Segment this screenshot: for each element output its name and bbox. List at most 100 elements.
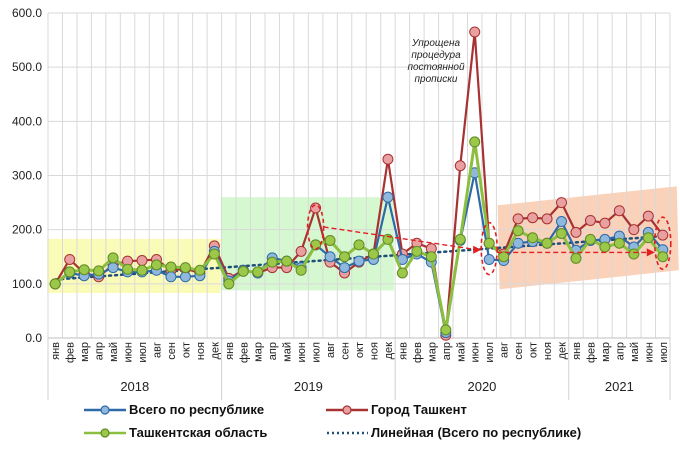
data-point: [657, 229, 669, 241]
month-tick-label: июн: [123, 342, 135, 362]
y-tick-label: 0.0: [25, 331, 42, 345]
month-tick-label: авг: [499, 342, 511, 358]
data-point: [642, 210, 654, 222]
arrow-line: [323, 226, 478, 251]
month-tick-label: фев: [65, 342, 77, 363]
data-point: [483, 237, 495, 249]
annotation-note-line: процедура: [411, 50, 461, 61]
y-axis-ticks: 0.0 100.0 200.0 300.0 400.0 500.0 600.0: [12, 6, 42, 345]
month-tick-label: дек: [209, 342, 221, 360]
legend-item-trendline[interactable]: Линейная (Всего по республике): [326, 425, 581, 440]
legend-item-total[interactable]: Всего по республике: [84, 402, 264, 417]
month-tick-label: фев: [412, 342, 424, 363]
legend-label: Ташкентская область: [129, 425, 268, 440]
legend-item-tashkent-region[interactable]: Ташкентская область: [84, 425, 267, 440]
data-point: [512, 213, 524, 225]
data-point: [599, 241, 611, 253]
month-tick-label: фев: [585, 342, 597, 363]
data-point: [454, 160, 466, 172]
x-axis-ticks: янв фев мар апр май июн июл авг сен окт ноя дек янв ф…: [47, 338, 671, 400]
y-tick-label: 500.0: [12, 60, 42, 74]
year-label: 2020: [467, 379, 496, 394]
data-point: [599, 217, 611, 229]
gridlines: [47, 12, 671, 339]
data-point: [324, 235, 336, 246]
month-tick-label: янв: [224, 342, 236, 360]
data-point: [483, 253, 495, 265]
month-tick-label: июн: [470, 342, 482, 362]
data-point: [353, 255, 365, 267]
data-point: [49, 278, 61, 290]
data-point: [122, 263, 134, 275]
data-point: [165, 271, 177, 283]
month-tick-label: мар: [79, 342, 91, 362]
data-point: [527, 212, 539, 224]
y-tick-label: 400.0: [12, 114, 42, 128]
month-tick-label: июл: [311, 342, 323, 363]
data-point: [64, 266, 76, 278]
month-tick-label: фев: [238, 342, 250, 363]
data-point: [628, 224, 640, 236]
data-point: [541, 237, 553, 249]
data-point: [150, 259, 162, 271]
data-point: [454, 233, 466, 245]
legend: Всего по республике Город Ташкент Ташкен…: [0, 398, 680, 448]
month-tick-label: мар: [600, 342, 612, 362]
month-tick-label: июл: [658, 342, 670, 363]
data-point: [584, 233, 596, 245]
month-tick-label: июн: [296, 342, 308, 362]
data-point: [266, 256, 278, 268]
series-1: [49, 26, 669, 341]
data-point: [223, 278, 235, 290]
data-point: [107, 252, 119, 264]
month-tick-label: июл: [137, 342, 149, 363]
y-tick-label: 300.0: [12, 169, 42, 183]
month-tick-label: июл: [484, 342, 496, 363]
month-tick-label: янв: [397, 342, 409, 360]
data-point: [107, 262, 119, 274]
data-point: [64, 253, 76, 265]
data-point: [556, 216, 568, 228]
month-tick-label: янв: [571, 342, 583, 360]
data-point: [208, 248, 220, 260]
data-point: [179, 262, 191, 274]
legend-line-marker-icon: [84, 404, 126, 415]
data-point: [179, 271, 191, 283]
month-tick-label: янв: [50, 342, 62, 360]
data-point: [657, 251, 669, 263]
month-tick-label: ноя: [368, 342, 380, 360]
data-point: [237, 265, 249, 277]
month-tick-label: авг: [325, 342, 337, 358]
month-tick-label: мар: [253, 342, 265, 362]
data-point: [165, 261, 177, 273]
y-tick-label: 600.0: [12, 6, 42, 20]
legend-label: Город Ташкент: [371, 402, 467, 417]
month-tick-label: мар: [426, 342, 438, 362]
month-tick-label: апр: [614, 342, 626, 360]
data-point: [295, 264, 307, 276]
data-point: [556, 197, 568, 209]
highlight-2019: [220, 197, 394, 291]
legend-item-tashkent-city[interactable]: Город Ташкент: [326, 402, 467, 417]
data-point: [498, 251, 510, 263]
data-point: [556, 227, 568, 239]
data-point: [469, 26, 481, 38]
data-point: [440, 324, 452, 336]
month-tick-label: авг: [151, 342, 163, 358]
data-point: [512, 225, 524, 237]
highlight-ellipse: [653, 216, 672, 271]
month-tick-label: ноя: [195, 342, 207, 360]
month-tick-label: май: [455, 342, 467, 362]
month-tick-label: ноя: [542, 342, 554, 360]
y-tick-label: 200.0: [12, 223, 42, 237]
data-point: [382, 191, 394, 203]
month-tick-label: сен: [166, 342, 178, 360]
y-tick-label: 100.0: [12, 277, 42, 291]
data-point: [613, 205, 625, 217]
legend-line-marker-icon: [84, 427, 126, 438]
data-point: [339, 251, 351, 263]
month-tick-label: окт: [528, 342, 540, 358]
data-point: [527, 232, 539, 244]
month-tick-label: май: [629, 342, 641, 362]
